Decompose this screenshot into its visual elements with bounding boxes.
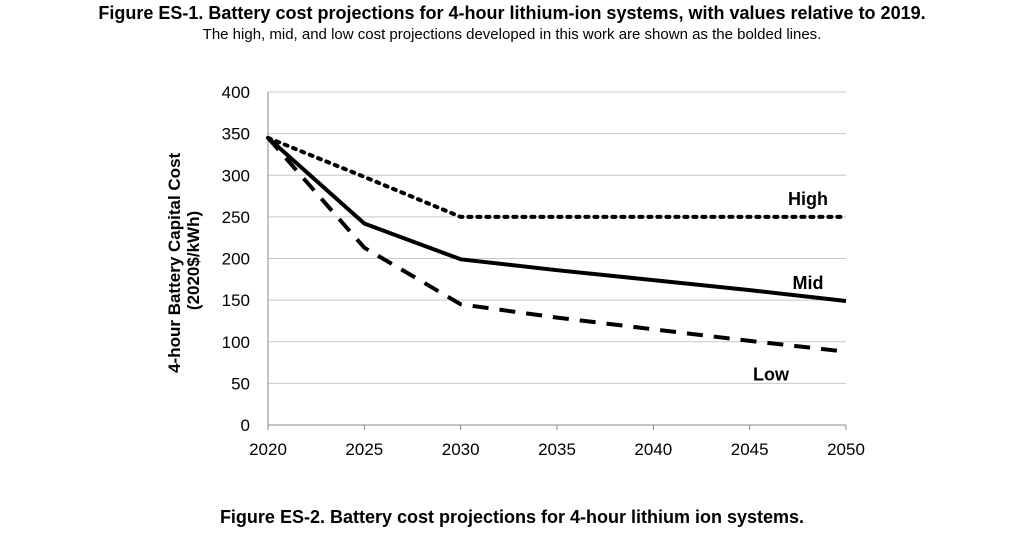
series-label-low: Low [753, 365, 790, 385]
x-tick-label-2025: 2025 [345, 440, 383, 459]
series-label-high: High [788, 189, 828, 209]
y-tick-label-300: 300 [222, 166, 250, 185]
y-tick-label-100: 100 [222, 333, 250, 352]
gridlines [268, 91, 846, 384]
x-tick-label-2045: 2045 [731, 440, 769, 459]
x-tick-label-2040: 2040 [634, 440, 672, 459]
y-axis-ticks: 0 50 100 150 200 250 300 350 400 [222, 83, 250, 435]
y-tick-label-50: 50 [231, 374, 250, 393]
x-tick-label-2020: 2020 [249, 440, 287, 459]
series-line-high [266, 135, 848, 219]
y-tick-label-350: 350 [222, 125, 250, 144]
y-axis-label-line-2: (2020$/kWh) [184, 211, 203, 310]
series-line-low [266, 136, 847, 354]
figure-caption: Figure ES-2. Battery cost projections fo… [219, 507, 805, 527]
line-chart: 0 50 100 150 200 250 300 350 400 2020 2025 2030 203… [165, 83, 865, 459]
series-labels: High Mid Low [753, 189, 828, 385]
y-tick-label-250: 250 [222, 208, 250, 227]
x-tick-label-2035: 2035 [538, 440, 576, 459]
y-tick-label-400: 400 [222, 83, 250, 102]
y-tick-label-0: 0 [241, 416, 250, 435]
x-tick-label-2050: 2050 [827, 440, 865, 459]
x-tick-label-2030: 2030 [442, 440, 480, 459]
figure-title: Figure ES-1. Battery cost projections fo… [98, 3, 926, 23]
y-axis-label: 4-hour Battery Capital Cost (2020$/kWh) [165, 148, 203, 373]
y-axis-label-line-1: 4-hour Battery Capital Cost [165, 152, 184, 372]
series-line-mid [266, 136, 847, 303]
x-axis-ticks: 2020 2025 2030 2035 2040 2045 2050 [249, 425, 865, 459]
data-series [266, 135, 848, 354]
series-label-mid: Mid [793, 273, 824, 293]
y-tick-label-200: 200 [222, 250, 250, 269]
y-tick-label-150: 150 [222, 291, 250, 310]
figure-subtitle: The high, mid, and low cost projections … [202, 26, 822, 43]
